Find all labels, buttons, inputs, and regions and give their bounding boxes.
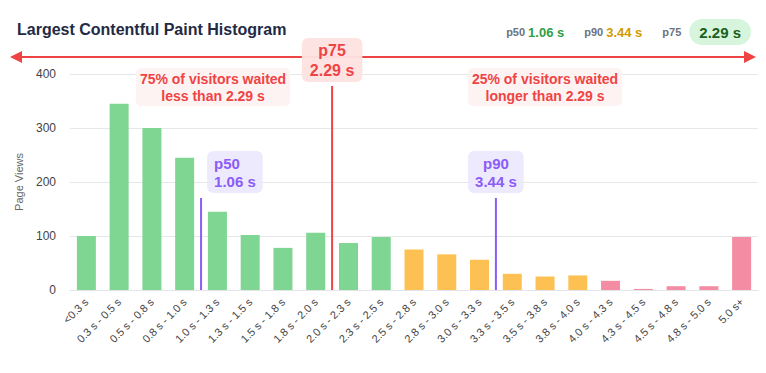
svg-text:p90: p90 bbox=[483, 155, 509, 172]
svg-text:2.8 s - 3.0 s: 2.8 s - 3.0 s bbox=[401, 295, 451, 345]
svg-text:400: 400 bbox=[36, 67, 56, 81]
svg-text:<0.3 s: <0.3 s bbox=[61, 295, 91, 325]
svg-text:0.8 s - 1.0 s: 0.8 s - 1.0 s bbox=[139, 295, 189, 345]
svg-text:2.0 s - 2.3 s: 2.0 s - 2.3 s bbox=[303, 295, 353, 345]
svg-text:3.44 s: 3.44 s bbox=[606, 25, 642, 40]
svg-text:0: 0 bbox=[49, 283, 56, 297]
svg-text:4.8 s - 5.0 s: 4.8 s - 5.0 s bbox=[664, 295, 713, 344]
svg-text:3.5 s - 3.8 s: 3.5 s - 3.8 s bbox=[500, 295, 550, 345]
svg-text:2.29 s: 2.29 s bbox=[699, 24, 741, 41]
svg-text:3.0 s - 3.3 s: 3.0 s - 3.3 s bbox=[434, 295, 484, 345]
svg-text:100: 100 bbox=[36, 229, 56, 243]
svg-text:75% of visitors waited: 75% of visitors waited bbox=[140, 71, 286, 87]
svg-text:1.0 s - 1.3 s: 1.0 s - 1.3 s bbox=[172, 295, 222, 345]
svg-text:1.5 s - 1.8 s: 1.5 s - 1.8 s bbox=[238, 295, 288, 345]
svg-text:1.3 s - 1.5 s: 1.3 s - 1.5 s bbox=[205, 295, 255, 345]
svg-text:25% of visitors waited: 25% of visitors waited bbox=[472, 71, 618, 87]
svg-text:4.5 s - 4.8 s: 4.5 s - 4.8 s bbox=[631, 295, 681, 345]
svg-text:300: 300 bbox=[36, 121, 56, 135]
svg-text:2.29 s: 2.29 s bbox=[310, 62, 355, 79]
svg-text:2.3 s - 2.5 s: 2.3 s - 2.5 s bbox=[336, 295, 386, 345]
svg-text:3.44 s: 3.44 s bbox=[475, 173, 517, 190]
svg-text:3.8 s - 4.0 s: 3.8 s - 4.0 s bbox=[533, 295, 583, 345]
svg-text:Largest Contentful Paint Histo: Largest Contentful Paint Histogram bbox=[17, 21, 286, 38]
svg-text:1.06 s: 1.06 s bbox=[214, 173, 256, 190]
svg-text:5.0 s+: 5.0 s+ bbox=[716, 296, 746, 326]
svg-text:p50: p50 bbox=[506, 26, 525, 38]
svg-text:p50: p50 bbox=[214, 155, 240, 172]
svg-text:2.5 s - 2.8 s: 2.5 s - 2.8 s bbox=[369, 295, 419, 345]
svg-text:longer than 2.29 s: longer than 2.29 s bbox=[486, 88, 605, 104]
svg-text:p90: p90 bbox=[584, 26, 603, 38]
svg-text:less than 2.29 s: less than 2.29 s bbox=[161, 88, 265, 104]
svg-text:0.3 s - 0.5 s: 0.3 s - 0.5 s bbox=[74, 295, 124, 345]
svg-text:p75: p75 bbox=[662, 26, 681, 38]
svg-text:0.5 s - 0.8 s: 0.5 s - 0.8 s bbox=[107, 295, 157, 345]
svg-text:Page Views: Page Views bbox=[13, 153, 25, 211]
svg-text:1.06 s: 1.06 s bbox=[528, 25, 564, 40]
svg-text:200: 200 bbox=[36, 175, 56, 189]
svg-text:4.3 s - 4.5 s: 4.3 s - 4.5 s bbox=[598, 295, 648, 345]
svg-text:4.0 s - 4.3 s: 4.0 s - 4.3 s bbox=[565, 295, 615, 345]
svg-text:3.3 s - 3.5 s: 3.3 s - 3.5 s bbox=[467, 295, 517, 345]
svg-text:p75: p75 bbox=[318, 42, 346, 59]
svg-text:1.8 s - 2.0 s: 1.8 s - 2.0 s bbox=[270, 295, 320, 345]
